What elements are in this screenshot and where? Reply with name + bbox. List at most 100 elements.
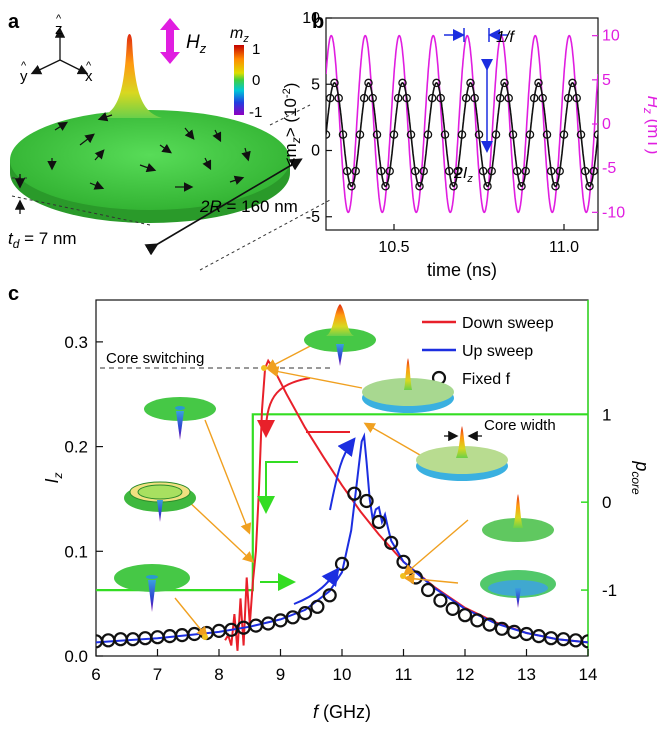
- fixed-f-point: [433, 593, 448, 608]
- mz-point: [393, 93, 403, 103]
- fixed-f-point: [445, 601, 460, 617]
- mz-point: [568, 78, 577, 88]
- colorbar-title-sub: z: [242, 33, 249, 45]
- axes-triad: [30, 27, 89, 75]
- fixed-f-point: [470, 613, 485, 628]
- chart-b-ytick-label: -5: [306, 209, 320, 226]
- svg-text:pcore: pcore: [629, 460, 652, 495]
- chart-b-y2tick-label: 5: [602, 72, 611, 89]
- chart-c-ytick-label: 0.1: [64, 542, 88, 561]
- axis-z-hat: ^: [56, 13, 62, 25]
- mz-point: [359, 93, 369, 103]
- fixed-f-point: [322, 588, 337, 603]
- mz-point: [326, 130, 331, 139]
- chart-c-xtick-label: 8: [214, 665, 223, 684]
- diameter-value: = 160 nm: [222, 197, 298, 216]
- chart-b-ytick-label: 5: [311, 76, 320, 93]
- mz-point: [406, 130, 416, 139]
- colorbar-title: m: [230, 25, 243, 42]
- mz-point: [585, 182, 594, 191]
- chart-b-y-ticks: -5 0 5 10: [302, 10, 332, 226]
- mz-point: [368, 93, 377, 103]
- chart-b-y2tick-label: 10: [602, 28, 620, 45]
- up-sweep-direction-arrow: [329, 437, 356, 511]
- fixed-f-point: [310, 599, 325, 614]
- fixed-f-point: [507, 624, 522, 640]
- inset-ring-peak: [362, 358, 454, 413]
- mz-point: [440, 130, 450, 139]
- panel-a-label: a: [8, 11, 20, 33]
- mz-point: [542, 130, 552, 139]
- chart-c-xlabel: f: [313, 702, 320, 722]
- mz-point: [342, 166, 352, 176]
- legend-label-up-sweep: Up sweep: [462, 343, 533, 360]
- mz-point: [330, 78, 339, 88]
- svg-text:Iz: Iz: [42, 472, 65, 483]
- mz-point: [376, 166, 386, 176]
- axis-z-label: z: [55, 21, 63, 38]
- inset-peak-right: [482, 494, 554, 542]
- diameter-label: 2R: [199, 197, 222, 216]
- core-width-label: Core width: [484, 417, 556, 434]
- svg-text:Hz: Hz: [186, 32, 207, 56]
- amp-sub: z: [466, 173, 473, 185]
- mz-point: [512, 166, 522, 176]
- chart-c-x-ticks: 6 7 8 9 10 11 12 13 14: [91, 649, 597, 684]
- mz-point: [589, 166, 598, 176]
- thickness-value: = 7 nm: [19, 229, 76, 248]
- chart-c-y2label-sub: core: [629, 471, 643, 495]
- chart-c-xtick-label: 14: [579, 665, 598, 684]
- fixed-f-point: [371, 514, 386, 530]
- mz-point: [432, 78, 441, 88]
- field-arrow-icon: [160, 18, 180, 64]
- mz-point: [551, 182, 560, 191]
- mz-point: [559, 130, 569, 139]
- mz-point: [423, 130, 433, 139]
- chart-b-y2label-unit: (mT): [644, 114, 657, 155]
- inset-width-peak: [416, 426, 508, 481]
- colorbar-tick-top: 1: [252, 41, 260, 58]
- core-switching-label: Core switching: [106, 350, 204, 367]
- chart-b-ylabel-tail: > (10: [281, 98, 300, 137]
- axis-y-label: y: [20, 68, 28, 85]
- chart-c-y2tick-label: 1: [602, 405, 611, 424]
- chart-b-y2label-sub: z: [641, 107, 655, 114]
- fixed-f-point: [298, 605, 313, 621]
- diameter-arrow: [144, 158, 303, 256]
- chart-b-ylabel-sub: z: [289, 137, 303, 144]
- fixed-f-point: [113, 632, 128, 647]
- fixed-f-point: [421, 582, 436, 598]
- fixed-f-point: [285, 610, 300, 625]
- mz-point: [534, 78, 543, 88]
- chart-c-ytick-label: 0.2: [64, 438, 88, 457]
- mz-point: [521, 166, 530, 176]
- mz-point: [419, 166, 428, 176]
- mz-point: [593, 130, 598, 139]
- chart-c-ylabel-sub: z: [51, 472, 65, 479]
- panel-c: c 0.0 0.1 0.2 0.3 -1 0 1 6 7 8 9 10 11 12 13 14 Core …: [8, 283, 652, 722]
- up-sweep-direction-arrow-2: [293, 567, 340, 605]
- annotation-points: [202, 365, 406, 640]
- mz-point: [334, 93, 343, 103]
- fixed-f-point: [457, 608, 473, 623]
- mz-point: [563, 93, 573, 103]
- svg-text:f (GHz): f (GHz): [313, 702, 371, 722]
- period-label: 1/f: [496, 29, 515, 46]
- svg-text:mz: mz: [230, 25, 249, 45]
- mz-point: [453, 166, 462, 176]
- mz-point: [580, 166, 590, 176]
- mz-point: [398, 78, 407, 88]
- mz-point: [478, 166, 488, 176]
- chart-c-xtick-label: 11: [395, 665, 413, 684]
- chart-b-xtick-label: 11.0: [549, 239, 579, 256]
- disk: [10, 34, 290, 223]
- mz-point: [457, 130, 467, 139]
- legend-label-fixed: Fixed f: [462, 371, 511, 388]
- mz-point: [504, 93, 513, 103]
- chart-b-xlabel: time (ns): [427, 260, 497, 280]
- chart-b-ylabel: <m: [281, 143, 300, 167]
- series-mz-points: [326, 78, 598, 191]
- fixed-f-point: [580, 634, 588, 649]
- chart-c-xtick-label: 13: [517, 665, 536, 684]
- inset-small-dip: [144, 397, 216, 440]
